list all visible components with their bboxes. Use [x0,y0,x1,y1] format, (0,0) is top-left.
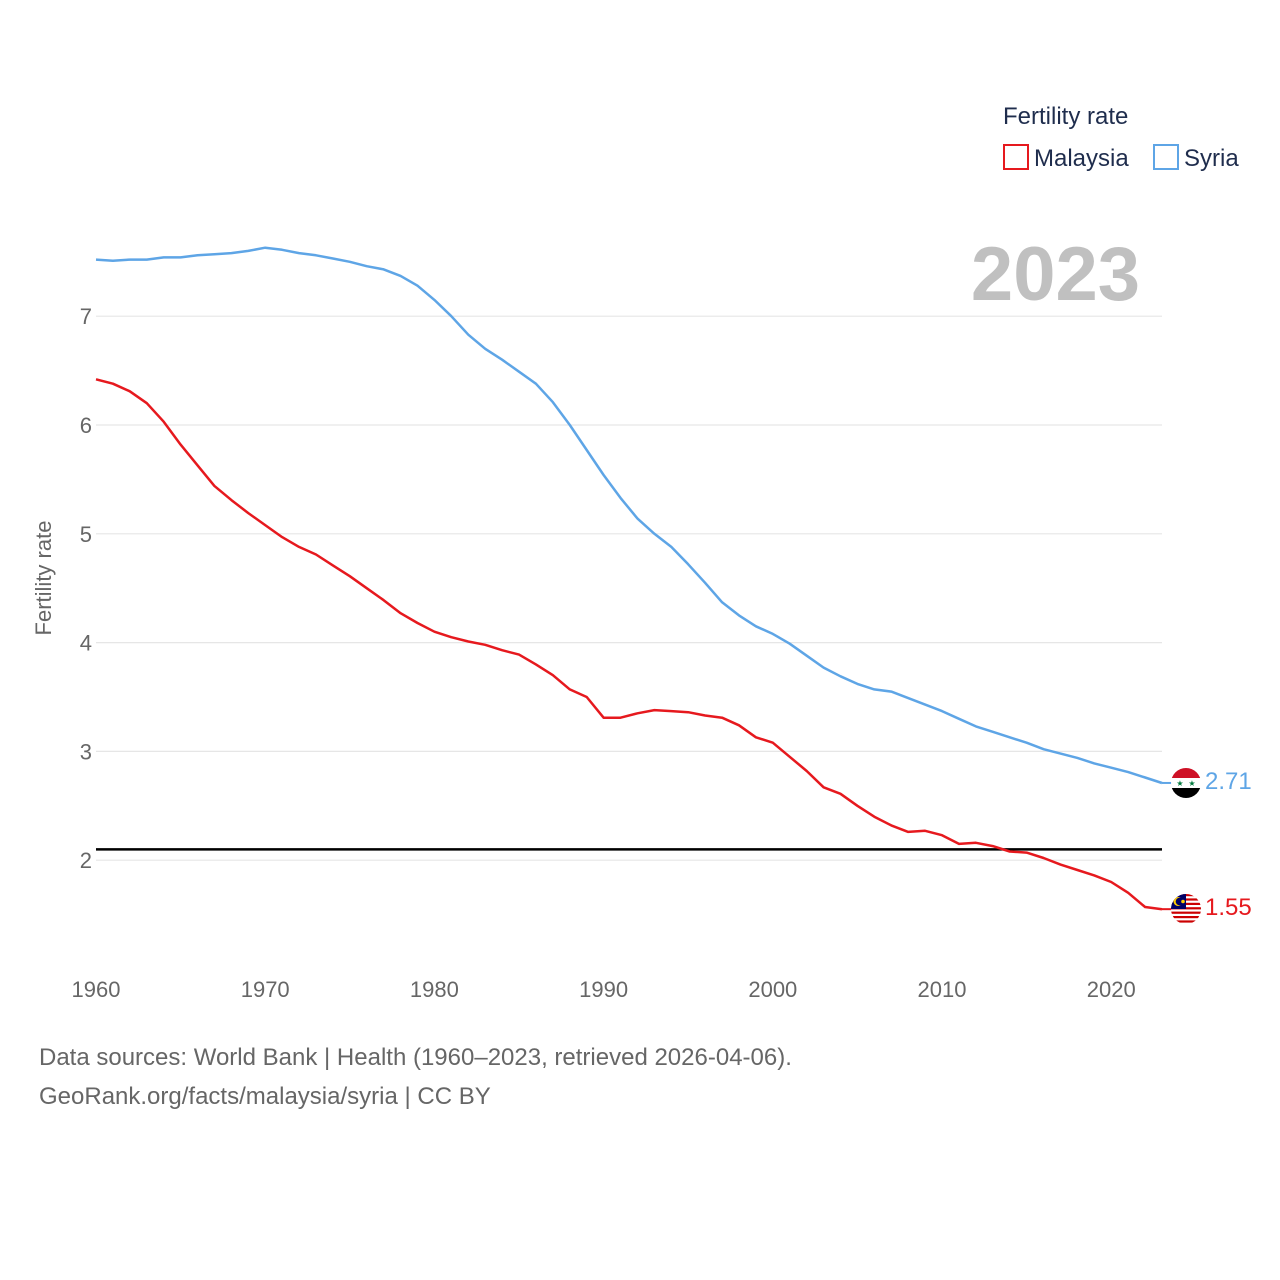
svg-text:★: ★ [1188,779,1195,788]
x-tick-label: 2010 [918,977,967,1002]
x-tick-label: 2000 [748,977,797,1002]
syria-flag-icon: ★ ★ [1171,768,1201,798]
series-layer [95,246,1172,911]
legend-label-malaysia[interactable]: Malaysia [1034,145,1129,172]
malaysia-flag-icon [1171,894,1201,924]
legend-swatch-syria[interactable] [1153,144,1179,170]
x-axis-ticks: 1960 1970 1980 1990 2000 2010 2020 [72,977,1136,1002]
footer-credit[interactable]: GeoRank.org/facts/malaysia/syria | CC BY [39,1083,491,1110]
y-tick-label: 3 [80,739,92,764]
svg-text:★: ★ [1176,779,1183,788]
footer-sources: Data sources: World Bank | Health (1960–… [39,1044,792,1071]
legend-label-syria[interactable]: Syria [1184,145,1239,172]
x-tick-label: 2020 [1087,977,1136,1002]
y-axis-title: Fertility rate [31,521,56,636]
y-axis-ticks: 2 3 4 5 6 7 [80,304,92,873]
x-tick-label: 1990 [579,977,628,1002]
end-value-malaysia: 1.55 [1205,894,1252,921]
x-tick-label: 1970 [241,977,290,1002]
y-tick-label: 2 [80,848,92,873]
x-tick-label: 1960 [72,977,121,1002]
legend-swatch-malaysia[interactable] [1003,144,1029,170]
legend-title: Fertility rate [1003,103,1128,130]
y-tick-label: 6 [80,413,92,438]
gridlines [96,315,1162,861]
series-line-malaysia[interactable] [95,378,1163,911]
x-tick-label: 1980 [410,977,459,1002]
year-label: 2023 [971,232,1140,317]
y-tick-label: 5 [80,522,92,547]
y-tick-label: 7 [80,304,92,329]
y-tick-label: 4 [80,631,92,656]
legend[interactable]: Fertility rate Malaysia Syria [1003,103,1239,172]
series-line-syria[interactable] [95,246,1163,785]
end-value-syria: 2.71 [1205,768,1252,795]
